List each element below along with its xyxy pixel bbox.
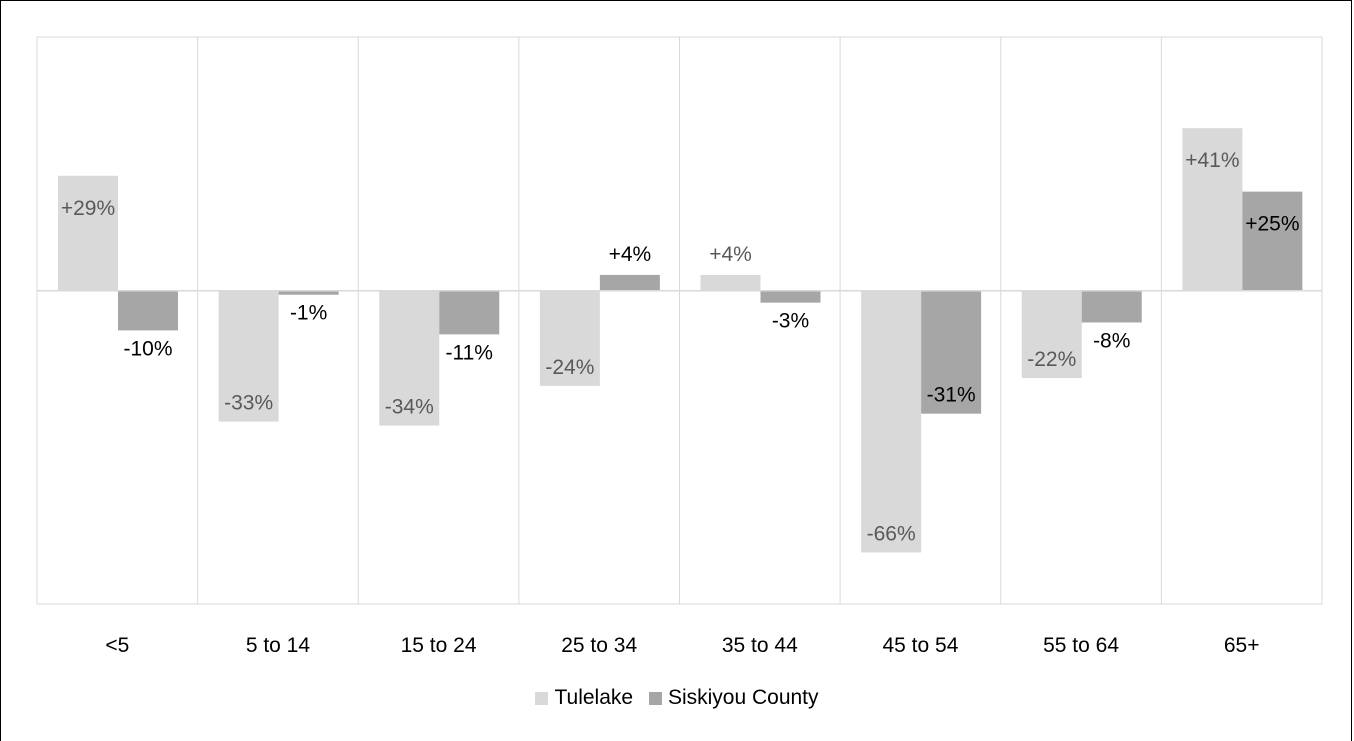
bar-siskiyou-county-4 [760,290,821,303]
data-label-tulelake-2: -34% [385,396,434,419]
bar-siskiyou-county-7 [1242,191,1303,291]
bar-siskiyou-county-2 [439,290,500,335]
bar-tulelake-3 [539,290,600,386]
data-label-tulelake-3: -24% [545,356,594,379]
legend-item-tulelake: Tulelake [535,686,633,710]
legend-label-siskiyou-county: Siskiyou County [667,686,819,709]
data-label-tulelake-0: +29% [61,197,115,220]
category-label-4: 35 to 44 [722,634,798,657]
data-label-siskiyou-county-7: +25% [1245,213,1299,236]
category-label-0: <5 [105,634,129,657]
bar-tulelake-2 [379,290,440,426]
bar-tulelake-6 [1021,290,1082,378]
bar-siskiyou-county-3 [599,274,660,291]
legend: Tulelake Siskiyou County [0,686,1354,711]
category-label-1: 5 to 14 [246,634,311,657]
data-label-tulelake-1: -33% [224,392,273,415]
data-label-siskiyou-county-4: -3% [772,310,809,333]
category-label-5: 45 to 54 [882,634,958,657]
bar-tulelake-5 [861,290,922,553]
category-label-3: 25 to 34 [561,634,637,657]
legend-swatch-tulelake [535,691,549,705]
bar-siskiyou-county-5 [921,290,982,414]
category-label-2: 15 to 24 [401,634,477,657]
data-label-tulelake-7: +41% [1185,149,1239,172]
bar-siskiyou-county-0 [118,290,178,331]
data-label-siskiyou-county-2: -11% [446,341,493,364]
legend-swatch-siskiyou-county [648,691,662,705]
data-label-siskiyou-county-1: -1% [290,302,327,325]
bar-siskiyou-county-6 [1081,290,1142,323]
data-label-siskiyou-county-5: -31% [927,384,976,407]
data-label-siskiyou-county-3: +4% [609,243,652,266]
bar-tulelake-1 [218,290,279,422]
legend-label-tulelake: Tulelake [554,686,634,709]
data-label-siskiyou-county-6: -8% [1093,329,1130,352]
data-label-tulelake-5: -66% [867,522,916,545]
bar-tulelake-4 [700,274,761,291]
data-label-tulelake-6: -22% [1027,348,1076,371]
data-label-tulelake-4: +4% [709,243,752,266]
legend-item-siskiyou-county: Siskiyou County [648,686,819,710]
bar-tulelake-7 [1182,128,1243,291]
category-label-7: 65+ [1224,634,1260,657]
bar-tulelake-0 [58,175,118,291]
data-label-siskiyou-county-0: -10% [123,337,172,360]
bar-siskiyou-county-1 [278,290,339,295]
category-label-6: 55 to 64 [1043,634,1119,657]
